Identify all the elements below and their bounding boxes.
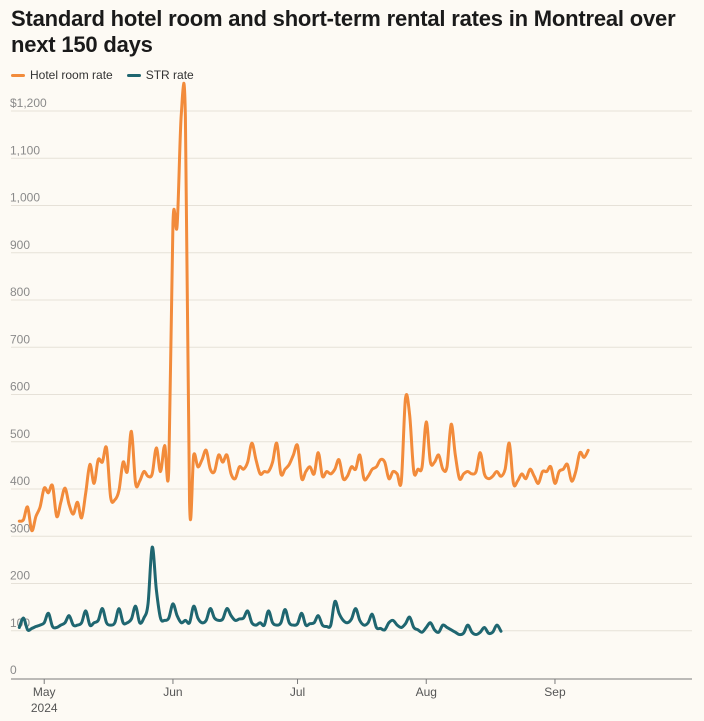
y-tick-label: 400 <box>10 474 30 488</box>
legend-item-hotel: Hotel room rate <box>11 68 113 82</box>
y-tick-label: 200 <box>10 569 30 583</box>
y-tick-label: $1,200 <box>10 96 47 110</box>
series-line-hotel-room-rate <box>17 81 590 533</box>
y-tick-label: 0 <box>10 663 17 677</box>
legend-item-str: STR rate <box>126 68 194 82</box>
y-tick-label: 1,000 <box>10 191 40 205</box>
series-line-str-rate <box>17 545 503 637</box>
y-tick-label: 900 <box>10 238 30 252</box>
y-tick-label: 800 <box>10 285 30 299</box>
legend: Hotel room rate STR rate <box>11 68 208 82</box>
x-tick-label: May <box>33 685 56 699</box>
y-tick-label: 1,100 <box>10 143 40 157</box>
x-tick-label: Sep <box>544 685 566 699</box>
legend-swatch-str <box>126 73 141 77</box>
y-tick-label: 600 <box>10 380 30 394</box>
legend-label-str: STR rate <box>145 68 194 82</box>
legend-swatch-hotel <box>11 73 25 77</box>
x-tick-label: Aug <box>416 685 437 699</box>
x-tick-label: Jul <box>290 685 305 699</box>
y-tick-label: 300 <box>10 521 30 535</box>
y-tick-label: 700 <box>10 332 30 346</box>
x-tick-sublabel: 2024 <box>31 701 58 715</box>
y-tick-label: 500 <box>10 427 30 441</box>
legend-label-hotel: Hotel room rate <box>30 68 113 82</box>
chart-title: Standard hotel room and short-term renta… <box>11 6 676 57</box>
x-tick-label: Jun <box>163 685 182 699</box>
